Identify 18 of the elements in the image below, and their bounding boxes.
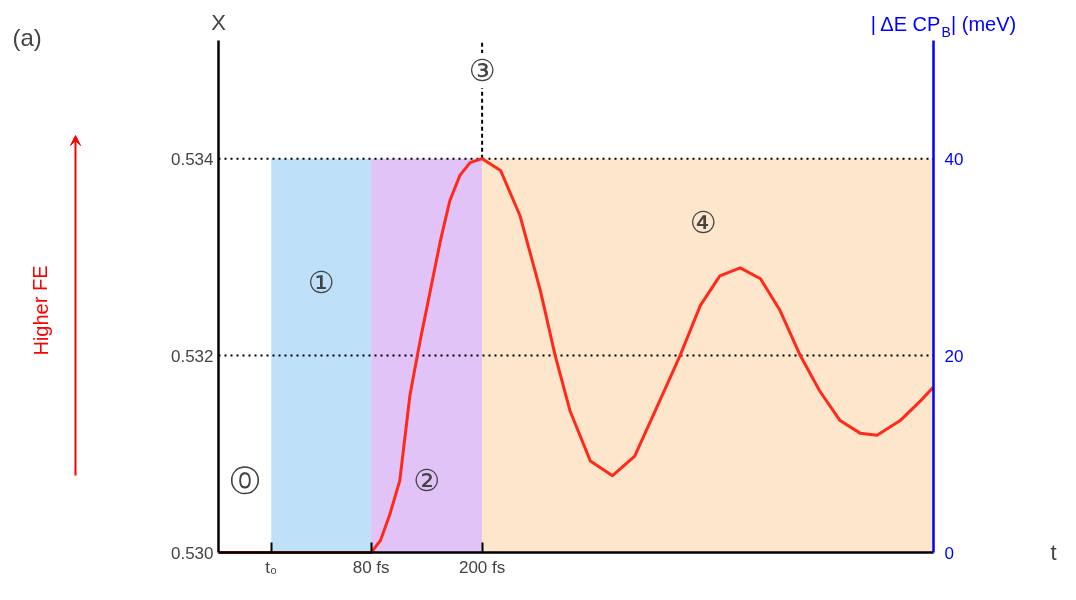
text: (a) [12, 23, 42, 51]
y-tick-label: 0.532 [170, 346, 214, 366]
annotation: ② [413, 463, 441, 498]
annotation: ④ [689, 205, 717, 240]
text: Higher FE [29, 265, 52, 356]
y-axis-title: X [211, 9, 227, 35]
annotation: ⓪ [229, 463, 260, 498]
y-tick-label: 0.534 [170, 149, 214, 169]
x-axis-title: t [1050, 539, 1057, 565]
x-tick-label: 200 fs [458, 557, 506, 577]
x-tick-label: 80 fs [352, 557, 390, 577]
y2-tick-label: 20 [944, 346, 964, 366]
annotation: ① [307, 265, 335, 300]
x-tick-label: t₀ [265, 557, 278, 577]
y-tick-label: 0.530 [170, 543, 214, 563]
y2-tick-label: 40 [944, 149, 964, 169]
annotation: ③ [468, 53, 496, 88]
y2-tick-label: 0 [944, 543, 954, 563]
